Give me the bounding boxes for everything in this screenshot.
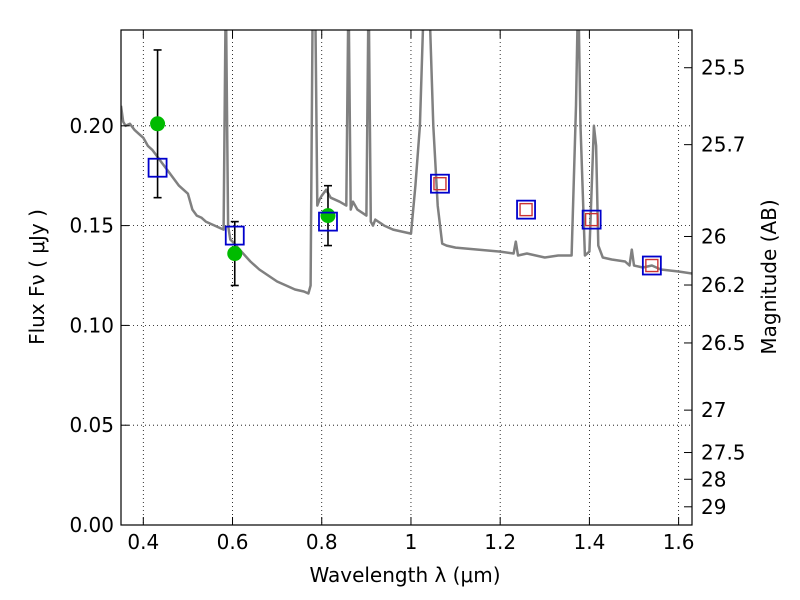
y-tick-label: 0.20 [69, 114, 114, 138]
right-tick-label: 27.5 [701, 441, 746, 465]
y-tick-label: 0.00 [69, 513, 114, 537]
x-tick-label: 1 [405, 530, 418, 554]
right-tick-label: 25.5 [701, 56, 746, 80]
right-tick-label: 27 [701, 398, 726, 422]
inner-flux-square [433, 176, 447, 191]
x-tick-label: 1.4 [573, 530, 605, 554]
inner-flux-square [519, 202, 533, 217]
right-tick-label: 26.2 [701, 273, 746, 297]
right-tick-label: 28 [701, 467, 726, 491]
observed-flux-point [150, 116, 166, 132]
x-tick-label: 0.4 [127, 530, 159, 554]
y-tick-label: 0.15 [69, 214, 114, 238]
plot-frame [120, 29, 693, 526]
right-axis-label: Magnitude (AB) [757, 199, 781, 354]
right-tick-label: 26.5 [701, 331, 746, 355]
model-flux-square [516, 199, 536, 220]
right-tick-label: 26 [701, 224, 726, 248]
model-spectrum-line [121, 30, 692, 295]
observed-flux-point [320, 208, 336, 224]
grid [121, 30, 692, 526]
model-flux-square [581, 209, 602, 230]
model-flux-square [318, 211, 338, 232]
model-flux-square [430, 173, 450, 194]
plot-area [121, 30, 692, 525]
x-tick-label: 1.6 [663, 530, 695, 554]
model-flux-square [224, 225, 245, 246]
y-tick-label: 0.10 [69, 313, 114, 337]
x-tick-label: 1.2 [484, 530, 516, 554]
right-tick-label: 29 [701, 495, 726, 519]
inner-flux-square [645, 258, 659, 273]
model-flux-square [641, 255, 662, 276]
right-tick-label: 25.7 [701, 133, 746, 157]
y-axis-label: Flux Fν ( μJy ) [25, 209, 49, 345]
axes-ticks: 0.4 0.6 0.8 1 1.2 1.4 1.6 0.00 0.05 0.10 0.15 0.20 2… [69, 30, 746, 554]
x-axis-label: Wavelength λ (μm) [309, 563, 500, 587]
y-tick-label: 0.05 [69, 413, 114, 437]
data-layer [121, 30, 692, 295]
x-tick-label: 0.6 [217, 530, 249, 554]
inner-flux-square [584, 212, 599, 227]
x-tick-label: 0.8 [306, 530, 338, 554]
model-flux-square [147, 157, 168, 178]
observed-flux-point [227, 246, 243, 262]
